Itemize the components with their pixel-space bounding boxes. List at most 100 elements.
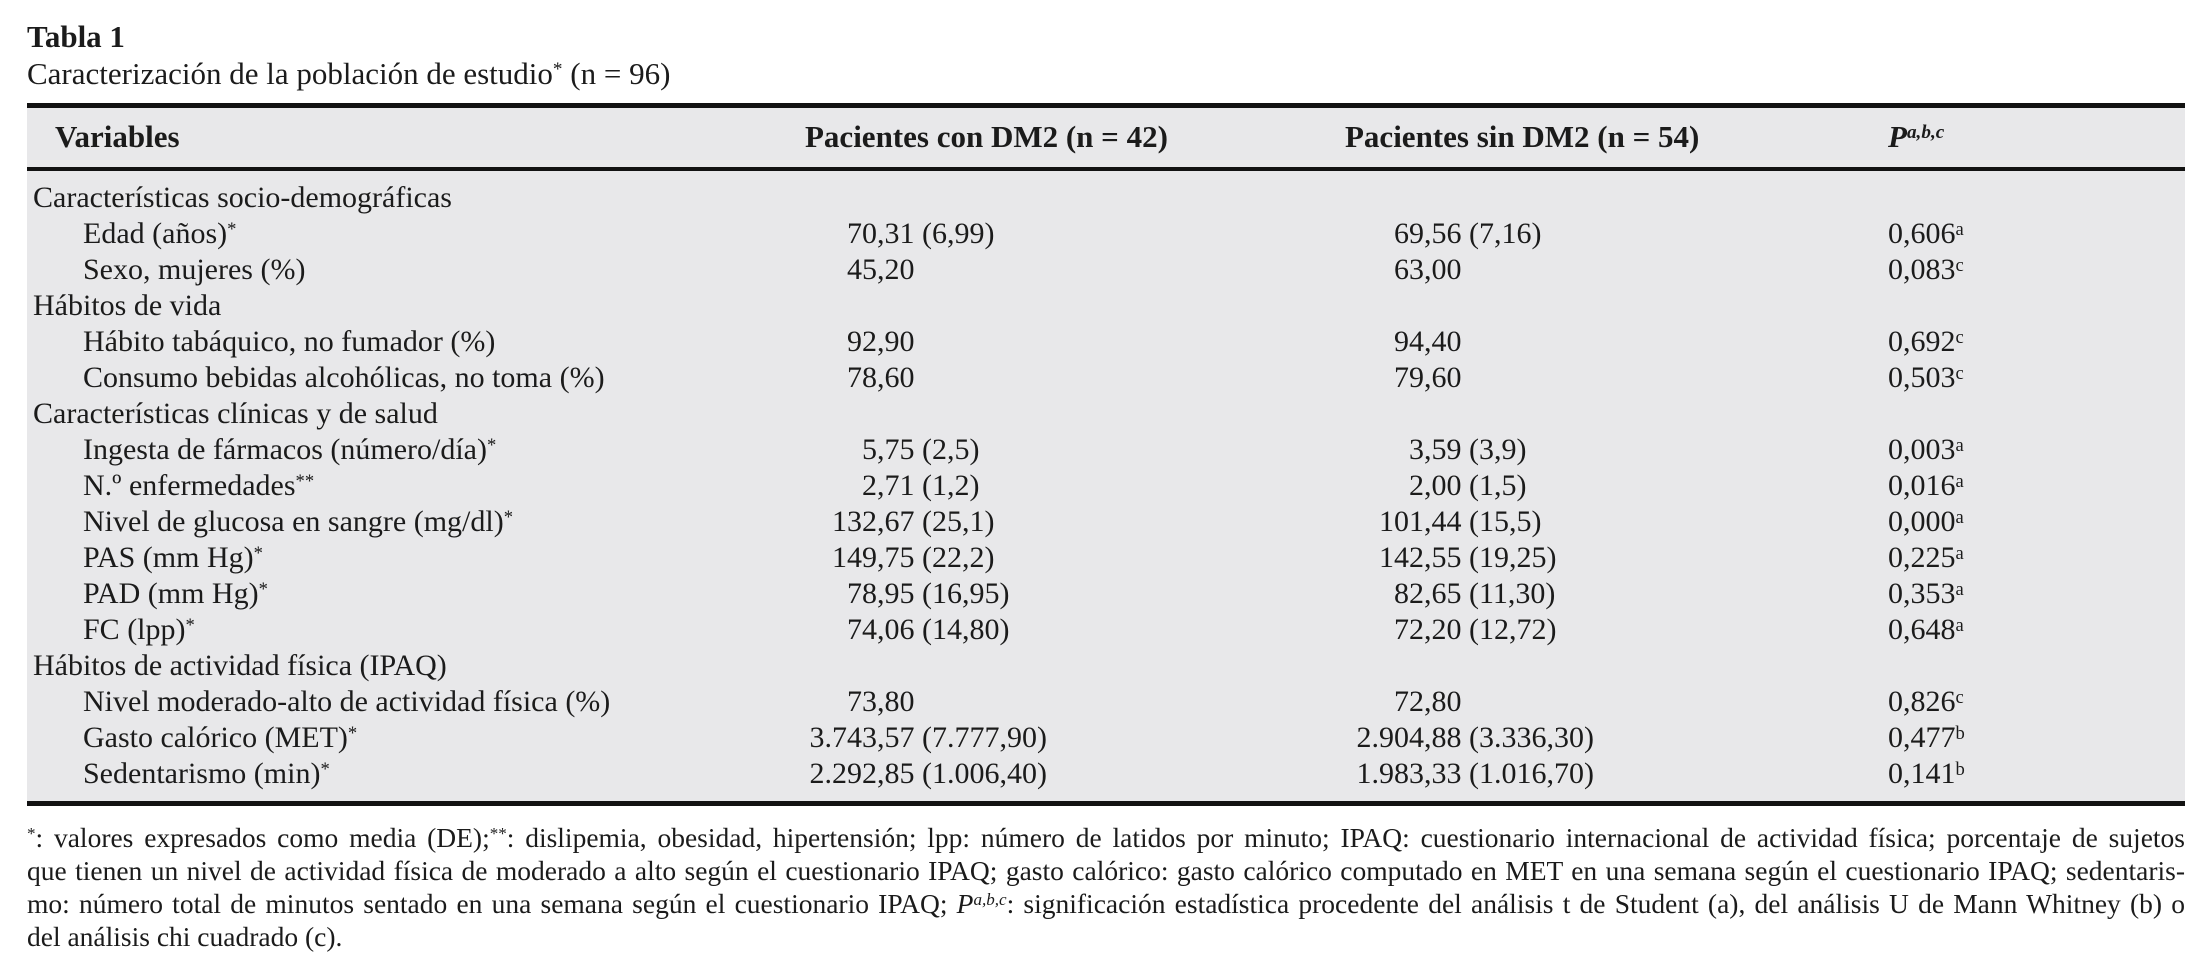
p-value-text: 0,606: [1888, 217, 1956, 250]
row-label-text: Nivel moderado-alto de actividad física …: [83, 685, 611, 718]
empty-cell: [1340, 396, 1886, 432]
row-label: FC (lpp)*: [27, 612, 793, 648]
cell-sin-dm2: 3,59 (3,9): [1340, 432, 1886, 468]
value-decimal-part: ,56 (7,16): [1424, 217, 1542, 250]
value-integer-part: 2: [1409, 469, 1424, 502]
cell-sin-dm2: 72,20 (12,72): [1340, 612, 1886, 648]
value-decimal-part: ,44 (15,5): [1424, 505, 1542, 538]
p-header-superscript: a,b,c: [1906, 122, 1945, 144]
p-value-superscript: c: [1955, 326, 1964, 348]
section-row: Características clínicas y de salud: [27, 396, 2185, 432]
row-label: Hábitos de actividad física (IPAQ): [27, 648, 793, 684]
value-decimal-part: ,33 (1.016,70): [1424, 757, 1594, 790]
row-label-text: Hábitos de vida: [33, 289, 222, 322]
cell-sin-dm2: 79,60: [1340, 360, 1886, 396]
value-integer-part: 79: [1394, 361, 1424, 394]
text-run: (n = 96): [562, 56, 671, 91]
row-label: Hábito tabáquico, no fumador (%): [27, 324, 793, 360]
cell-p-value: 0,477b: [1886, 720, 2185, 756]
cell-dm2: 149,75 (22,2): [793, 540, 1340, 576]
table-row: Nivel de glucosa en sangre (mg/dl)* 132,6…: [27, 504, 2185, 540]
table-row: Gasto calórico (MET)* 3.743,57 (7.777,90)…: [27, 720, 2185, 756]
empty-cell: [1340, 648, 1886, 684]
table-row: Consumo bebidas alcohólicas, no toma (%)…: [27, 360, 2185, 396]
value-integer-part: 2.904: [1356, 721, 1425, 754]
value-decimal-part: ,90: [877, 325, 915, 358]
value-decimal-part: ,85 (1.006,40): [877, 757, 1047, 790]
value-integer-part: 82: [1394, 577, 1424, 610]
cell-dm2: 45,20: [793, 252, 1340, 288]
characterization-table: Variables Pacientes con DM2 (n = 42) Pac…: [27, 103, 2185, 806]
cell-sin-dm2: 69,56 (7,16): [1340, 216, 1886, 252]
text-run: : valores expresados como media (DE);: [35, 822, 490, 853]
row-label-text: Hábitos de actividad física (IPAQ): [33, 649, 447, 682]
value-integer-part: 3.743: [809, 721, 878, 754]
label-superscript: *: [487, 434, 497, 456]
row-label: PAS (mm Hg)*: [27, 540, 793, 576]
cell-dm2: 92,90: [793, 324, 1340, 360]
value-integer-part: 5: [862, 433, 877, 466]
value-integer-part: 78: [847, 361, 877, 394]
empty-cell: [793, 648, 1340, 684]
value-integer-part: 74: [847, 613, 877, 646]
row-label-text: Sexo, mujeres (%): [83, 253, 306, 286]
cell-dm2: 78,95 (16,95): [793, 576, 1340, 612]
cell-dm2: 2.292,85 (1.006,40): [793, 756, 1340, 804]
label-superscript: *: [503, 506, 513, 528]
p-value-superscript: a: [1955, 506, 1964, 528]
empty-cell: [1886, 169, 2185, 216]
cell-dm2: 5,75 (2,5): [793, 432, 1340, 468]
value-integer-part: 142: [1379, 541, 1424, 574]
value-decimal-part: ,60: [1424, 361, 1462, 394]
row-label-text: Características clínicas y de salud: [33, 397, 438, 430]
empty-cell: [1886, 396, 2185, 432]
p-value-text: 0,826: [1888, 685, 1956, 718]
section-row: Hábitos de vida: [27, 288, 2185, 324]
section-row: Hábitos de actividad física (IPAQ): [27, 648, 2185, 684]
empty-cell: [1340, 288, 1886, 324]
cell-sin-dm2: 2,00 (1,5): [1340, 468, 1886, 504]
row-label: Consumo bebidas alcohólicas, no toma (%): [27, 360, 793, 396]
text-run: del análisis chi cuadrado (c).: [27, 921, 343, 952]
p-value-text: 0,648: [1888, 613, 1956, 646]
row-label-text: PAD (mm Hg): [83, 577, 259, 610]
p-value-superscript: c: [1955, 254, 1964, 276]
text-run: : dislipemia, obesidad, hipertensión; lp…: [506, 822, 2185, 853]
row-label: Gasto calórico (MET)*: [27, 720, 793, 756]
p-value-superscript: c: [1955, 362, 1964, 384]
row-label-text: N.º enfermedades: [83, 469, 296, 502]
table-row: Sexo, mujeres (%) 45,20 63,00 0,083c: [27, 252, 2185, 288]
empty-cell: [1886, 648, 2185, 684]
header-row: Variables Pacientes con DM2 (n = 42) Pac…: [27, 106, 2185, 169]
cell-p-value: 0,083c: [1886, 252, 2185, 288]
value-decimal-part: ,20: [877, 253, 915, 286]
p-value-superscript: c: [1955, 686, 1964, 708]
empty-cell: [793, 169, 1340, 216]
cell-sin-dm2: 142,55 (19,25): [1340, 540, 1886, 576]
value-decimal-part: ,55 (19,25): [1424, 541, 1557, 574]
cell-sin-dm2: 82,65 (11,30): [1340, 576, 1886, 612]
text-run: P: [956, 888, 974, 919]
table-header: Variables Pacientes con DM2 (n = 42) Pac…: [27, 106, 2185, 169]
cell-p-value: 0,503c: [1886, 360, 2185, 396]
p-value-superscript: a: [1955, 542, 1964, 564]
value-decimal-part: ,80: [1424, 685, 1462, 718]
text-run: Caracterización de la población de estud…: [27, 56, 553, 91]
cell-dm2: 132,67 (25,1): [793, 504, 1340, 540]
value-decimal-part: ,00: [1424, 253, 1462, 286]
value-integer-part: 78: [847, 577, 877, 610]
superscript-marker: *: [552, 59, 563, 81]
table-row: FC (lpp)* 74,06 (14,80) 72,20 (12,72) 0,648…: [27, 612, 2185, 648]
table-row: Nivel moderado-alto de actividad física …: [27, 684, 2185, 720]
value-decimal-part: ,40: [1424, 325, 1462, 358]
cell-dm2: 70,31 (6,99): [793, 216, 1340, 252]
value-decimal-part: ,88 (3.336,30): [1424, 721, 1594, 754]
superscript-marker: **: [489, 824, 507, 844]
row-label-text: Consumo bebidas alcohólicas, no toma (%): [83, 361, 605, 394]
label-superscript: *: [253, 542, 263, 564]
value-integer-part: 2.292: [809, 757, 878, 790]
row-label: Sexo, mujeres (%): [27, 252, 793, 288]
row-label-text: Hábito tabáquico, no fumador (%): [83, 325, 496, 358]
row-label: Hábitos de vida: [27, 288, 793, 324]
value-integer-part: 3: [1409, 433, 1424, 466]
